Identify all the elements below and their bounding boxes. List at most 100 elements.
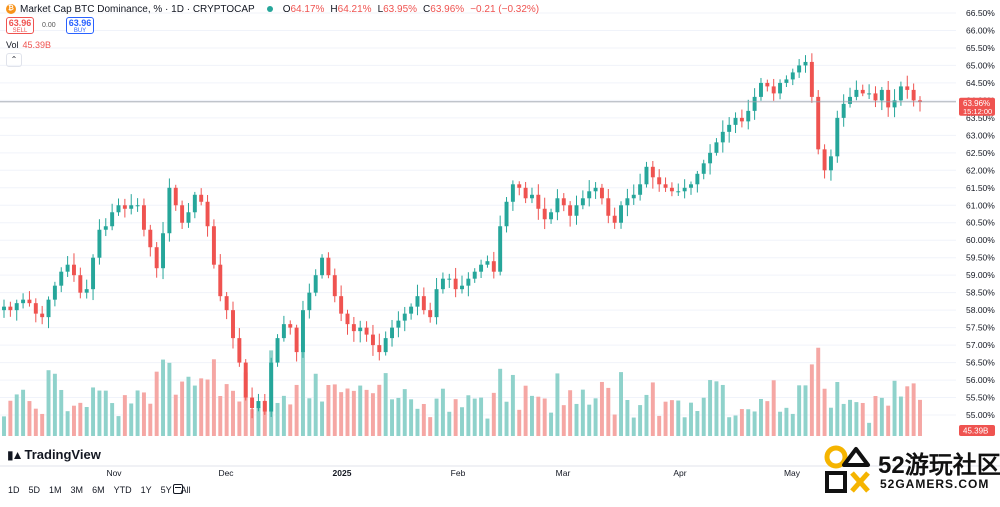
gridlines (0, 12, 956, 416)
volume-bar (612, 414, 617, 436)
candle-body (835, 117, 840, 157)
volume-bar (879, 397, 884, 436)
price-axis: 55.00% 55.50% 56.00% 56.50% 57.00% 57.50% 58.0… (966, 8, 995, 420)
range-ytd[interactable]: YTD (113, 485, 132, 495)
watermark-subtitle: 52GAMERS.COM (880, 477, 990, 491)
candle-body (256, 401, 261, 409)
sell-button[interactable]: 63.96 SELL (6, 17, 34, 34)
chart-legend: ₿ Market Cap BTC Dominance, % · 1D · CRY… (6, 2, 541, 16)
volume-bar (682, 417, 687, 436)
candle-body (797, 65, 802, 73)
volume-bar (2, 416, 6, 436)
candle-body (14, 303, 19, 311)
volume-bar (65, 411, 70, 436)
candle-body (479, 264, 484, 272)
volume-bar (186, 376, 191, 436)
volume-bar (542, 398, 547, 436)
volume-bar (294, 384, 299, 436)
range-6m[interactable]: 6M (92, 485, 105, 495)
watermark-logo-icon (824, 445, 870, 493)
tradingview-logo[interactable]: ▮▲ TradingView (7, 447, 101, 462)
candle-body (510, 184, 515, 202)
market-status-icon (266, 6, 273, 12)
volume-bar (40, 413, 45, 436)
x-tick-label: Mar (556, 468, 571, 478)
candle-body (326, 257, 331, 276)
volume-bar (720, 384, 725, 436)
candle-body (485, 261, 490, 265)
volume-bar (97, 390, 102, 436)
y-tick-label: 66.50% (966, 8, 995, 18)
candle-body (84, 289, 89, 293)
volume-bar (250, 409, 255, 436)
candle-body (720, 131, 725, 143)
candle-body (135, 205, 140, 207)
volume-bar (370, 393, 375, 436)
buy-button[interactable]: 63.96 BUY (66, 17, 94, 34)
candle-body (892, 100, 897, 108)
range-5d[interactable]: 5D (28, 485, 41, 495)
candle-body (27, 299, 32, 304)
volume-bar (491, 392, 496, 436)
volume-bar (816, 347, 821, 436)
volume-bar (771, 380, 776, 436)
bitcoin-icon: ₿ (6, 4, 16, 14)
volume-bar (676, 400, 681, 436)
volume-bar (21, 389, 26, 436)
candle-body (784, 79, 789, 83)
volume-bar (447, 411, 452, 436)
volume-bar (739, 409, 744, 436)
volume-bar (606, 387, 611, 436)
y-tick-label: 61.50% (966, 183, 995, 193)
candle-body (523, 187, 528, 199)
volume-bar (453, 399, 458, 436)
volume-badge (959, 425, 995, 436)
volume-bar (173, 394, 178, 436)
volume-bar (364, 389, 369, 436)
candle-body (383, 338, 388, 353)
watermark-title: 52游玩社区 (878, 452, 1000, 479)
volume-bar (326, 384, 331, 436)
collapse-legend-button[interactable]: ⌃ (6, 53, 22, 67)
candle-body (243, 362, 248, 398)
x-tick-label: May (784, 468, 801, 478)
y-tick-label: 66.00% (966, 25, 995, 35)
symbol-title[interactable]: Market Cap BTC Dominance, % · 1D · CRYPT… (20, 3, 255, 15)
range-1y[interactable]: 1Y (140, 485, 152, 495)
candle-body (110, 212, 115, 227)
candle-body (790, 72, 795, 80)
range-3m[interactable]: 3M (70, 485, 84, 495)
candle-body (918, 100, 922, 102)
candle-body (288, 324, 293, 328)
candle-body (644, 166, 649, 185)
volume-bar (466, 395, 471, 436)
volume-bar (161, 359, 165, 436)
volume-bar (116, 416, 121, 436)
range-5y[interactable]: 5Y (160, 485, 172, 495)
volume-bar (421, 403, 426, 436)
candle-body (78, 275, 83, 293)
range-1m[interactable]: 1M (49, 485, 62, 495)
candle-body (625, 198, 630, 206)
volume-bar (409, 399, 414, 436)
volume-bar (78, 402, 83, 436)
range-1d[interactable]: 1D (8, 485, 20, 495)
candle-body (65, 264, 70, 272)
candle-body (733, 117, 738, 125)
volume-bar (510, 374, 515, 436)
volume-bar (110, 403, 115, 436)
candle-body (46, 299, 51, 318)
volume-bar (383, 373, 388, 436)
volume-bar (428, 417, 433, 436)
candle-body (332, 275, 337, 297)
range-all[interactable]: All (180, 485, 191, 495)
y-tick-label: 60.00% (966, 235, 995, 245)
candle-body (803, 61, 808, 66)
volume-bar (237, 401, 242, 436)
volume-bar (339, 392, 344, 436)
calendar-icon[interactable] (173, 484, 183, 494)
volume-bar (129, 403, 134, 436)
volume-bar (59, 389, 64, 436)
